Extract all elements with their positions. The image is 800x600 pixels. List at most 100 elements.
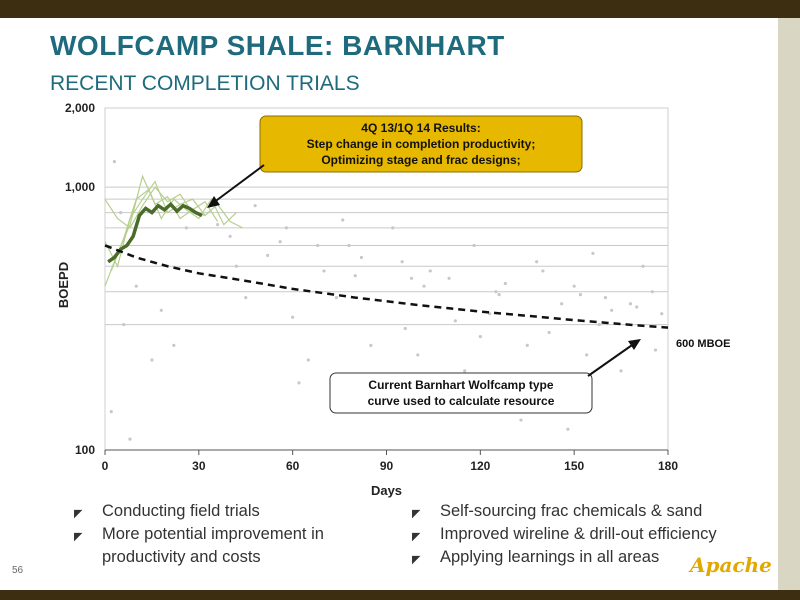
scatter-point <box>409 276 414 280</box>
bullet-item: ◤ Conducting field trials <box>72 500 392 523</box>
scatter-point <box>603 295 608 300</box>
scatter-point <box>619 369 623 373</box>
scatter-point <box>244 295 248 300</box>
bullet-marker-icon: ◤ <box>412 531 421 543</box>
scatter-point <box>297 381 301 385</box>
scatter-point <box>322 269 326 273</box>
scatter-point <box>578 293 583 297</box>
scatter-point <box>353 274 357 278</box>
scatter-point <box>278 240 282 244</box>
annotation-results-arrow <box>212 164 265 204</box>
scatter-point <box>159 308 163 312</box>
trial-average-line <box>107 201 203 264</box>
scatter-point <box>150 358 154 362</box>
scatter-point <box>359 255 364 260</box>
scatter-point <box>422 284 426 288</box>
scatter-point <box>306 358 310 362</box>
scatter-point <box>650 290 654 294</box>
scatter-point <box>566 427 570 431</box>
x-tick-label: 120 <box>470 459 490 473</box>
annotation-type-curve-arrow <box>587 342 636 377</box>
scatter-point <box>447 276 451 280</box>
annotation-results-text: Optimizing stage and frac designs; <box>321 153 520 167</box>
scatter-point <box>341 218 345 222</box>
scatter-point <box>316 243 320 248</box>
scatter-point <box>503 281 507 286</box>
scatter-point <box>334 295 339 300</box>
y-tick-label: 100 <box>75 443 95 457</box>
bullet-text: Self-sourcing frac chemicals & sand <box>440 502 703 520</box>
slide-subtitle: RECENT COMPLETION TRIALS <box>50 72 360 95</box>
x-tick-label: 90 <box>380 459 394 473</box>
bullets-right: ◤ Self-sourcing frac chemicals & sand ◤ Imp… <box>410 500 770 569</box>
scatter-point <box>572 284 576 288</box>
bullet-item: ◤ Self-sourcing frac chemicals & sand <box>410 500 770 523</box>
scatter-point <box>585 353 589 357</box>
scatter-point <box>463 369 467 373</box>
scatter-point <box>112 160 116 164</box>
bullet-text: More potential improvement in productivi… <box>102 525 324 566</box>
bullet-marker-icon: ◤ <box>74 508 83 520</box>
bullets-left: ◤ Conducting field trials ◤ More potential … <box>72 500 392 569</box>
x-tick-label: 30 <box>192 459 206 473</box>
x-tick-label: 180 <box>658 459 678 473</box>
scatter-point <box>216 223 220 227</box>
trial-well-line <box>104 180 206 268</box>
right-accent-bar <box>778 18 800 590</box>
scatter-point <box>560 302 564 306</box>
scatter-point <box>119 211 123 215</box>
x-tick-label: 0 <box>102 459 109 473</box>
scatter-point <box>628 302 633 306</box>
scatter-point <box>234 264 238 268</box>
annotation-type-curve-text: curve used to calculate resource <box>368 394 555 408</box>
bullet-text: Conducting field trials <box>102 502 260 520</box>
y-axis-title: BOEPD <box>56 262 71 308</box>
mboe-label: 600 MBOE <box>676 338 730 350</box>
scatter-point <box>610 308 614 312</box>
scatter-point <box>541 269 545 273</box>
scatter-point <box>494 290 498 294</box>
scatter-point <box>641 264 645 268</box>
scatter-point <box>497 293 501 297</box>
scatter-point <box>472 243 476 248</box>
x-axis-title: Days <box>371 483 402 498</box>
bullet-item: ◤ Applying learnings in all areas <box>410 546 770 569</box>
scatter-point <box>172 343 176 347</box>
type-curve-line <box>104 244 669 329</box>
slide-title: WOLFCAMP SHALE: BARNHART <box>50 30 505 61</box>
scatter-point <box>519 418 523 422</box>
bullet-marker-icon: ◤ <box>74 531 83 543</box>
y-tick-label: 1,000 <box>65 180 95 194</box>
scatter-point <box>453 319 457 323</box>
bullet-item: ◤ Improved wireline & drill-out efficienc… <box>410 523 770 546</box>
scatter-point <box>660 312 664 316</box>
bullet-item: ◤ More potential improvement in productiv… <box>72 523 392 569</box>
scatter-point <box>428 269 432 273</box>
scatter-point <box>400 260 404 264</box>
scatter-point <box>416 353 420 357</box>
annotation-results-text: 4Q 13/1Q 14 Results: <box>361 121 480 135</box>
scatter-point <box>369 343 373 347</box>
bullet-marker-icon: ◤ <box>412 508 421 520</box>
trial-well-line <box>110 188 237 272</box>
scatter-point <box>347 243 351 248</box>
annotation-results-box <box>259 115 583 173</box>
top-accent-bar <box>0 0 800 18</box>
annotation-results-text: Step change in completion productivity; <box>307 137 536 151</box>
scatter-point <box>109 409 113 414</box>
scatter-point <box>391 226 395 230</box>
scatter-point <box>635 305 639 309</box>
arrow-head-icon <box>207 196 220 208</box>
bullet-text: Applying learnings in all areas <box>440 548 660 566</box>
scatter-point <box>535 260 539 264</box>
annotation-type-curve-box <box>329 372 593 414</box>
x-tick-label: 60 <box>286 459 300 473</box>
scatter-point <box>253 204 257 208</box>
bottom-accent-bar <box>0 590 800 600</box>
trial-well-line <box>104 174 219 287</box>
scatter-point <box>525 343 529 347</box>
bullet-marker-icon: ◤ <box>412 554 421 566</box>
scatter-point <box>653 348 658 352</box>
y-tick-label: 2,000 <box>65 101 95 115</box>
